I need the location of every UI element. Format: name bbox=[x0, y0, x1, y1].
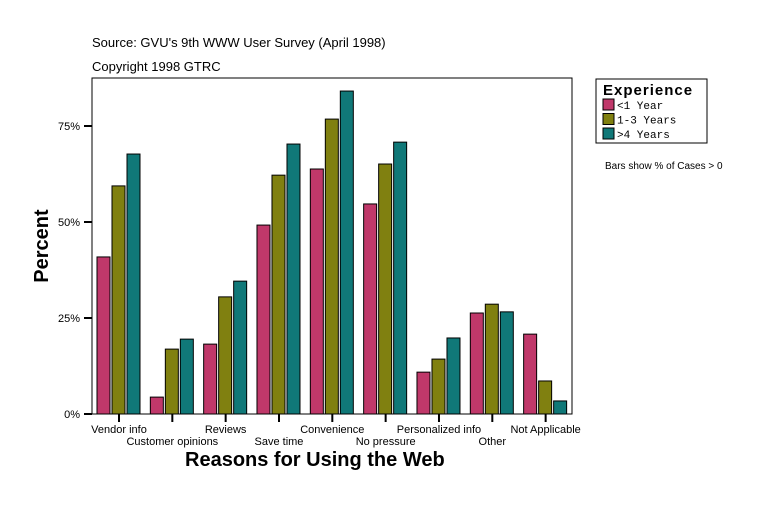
x-tick-label: Customer opinions bbox=[126, 436, 218, 448]
bar bbox=[484, 303, 499, 415]
bar bbox=[416, 371, 431, 415]
x-tick-label: No pressure bbox=[356, 436, 416, 448]
x-tick-label: Other bbox=[479, 436, 507, 448]
bar bbox=[271, 174, 286, 415]
x-tick-label: Reviews bbox=[205, 424, 247, 436]
bar bbox=[218, 296, 233, 415]
legend-label: 1-3 Years bbox=[617, 116, 676, 128]
y-tick-label: 50% bbox=[58, 217, 80, 229]
bar bbox=[499, 311, 514, 415]
bar bbox=[523, 333, 538, 415]
legend-swatch bbox=[602, 98, 615, 111]
bar bbox=[286, 143, 301, 415]
legend: Experience <1 Year 1-3 Years >4 Years bbox=[595, 78, 708, 144]
bar bbox=[164, 348, 179, 415]
bar bbox=[393, 141, 408, 415]
bar bbox=[149, 396, 164, 415]
bar bbox=[446, 337, 461, 415]
bar bbox=[179, 338, 194, 415]
bar bbox=[203, 343, 218, 415]
bar bbox=[339, 90, 354, 415]
x-tick-label: Personalized info bbox=[397, 424, 481, 436]
x-tick-label: Vendor info bbox=[91, 424, 147, 436]
bar bbox=[363, 203, 378, 415]
bar bbox=[538, 380, 553, 415]
legend-swatch bbox=[602, 127, 615, 140]
copyright-text: Copyright 1998 GTRC bbox=[92, 59, 221, 74]
x-tick-label: Convenience bbox=[300, 424, 364, 436]
bar bbox=[96, 256, 111, 415]
bar bbox=[126, 153, 141, 415]
bar bbox=[378, 163, 393, 415]
y-axis-title: Percent bbox=[31, 209, 53, 283]
bar bbox=[324, 118, 339, 415]
legend-label: <1 Year bbox=[617, 101, 663, 113]
y-tick-label: 25% bbox=[58, 313, 80, 325]
note-text: Bars show % of Cases > 0 bbox=[605, 161, 723, 172]
bar bbox=[431, 358, 446, 415]
bar bbox=[469, 312, 484, 415]
y-tick-label: 75% bbox=[58, 121, 80, 133]
legend-label: >4 Years bbox=[617, 130, 670, 142]
x-axis-title: Reasons for Using the Web bbox=[185, 449, 445, 471]
y-axis: 0% 25% 50% 75% bbox=[58, 121, 92, 421]
x-tick-label: Not Applicable bbox=[510, 424, 580, 436]
bar bbox=[233, 280, 248, 415]
bar bbox=[256, 224, 271, 415]
bar bbox=[111, 185, 126, 415]
legend-title: Experience bbox=[603, 82, 693, 99]
source-text: Source: GVU's 9th WWW User Survey (April… bbox=[92, 35, 386, 50]
x-tick-label: Save time bbox=[255, 436, 304, 448]
legend-swatch bbox=[602, 113, 615, 125]
bar bbox=[309, 168, 324, 415]
y-tick-label: 0% bbox=[64, 409, 80, 421]
bars bbox=[96, 90, 568, 415]
bar bbox=[553, 400, 568, 415]
